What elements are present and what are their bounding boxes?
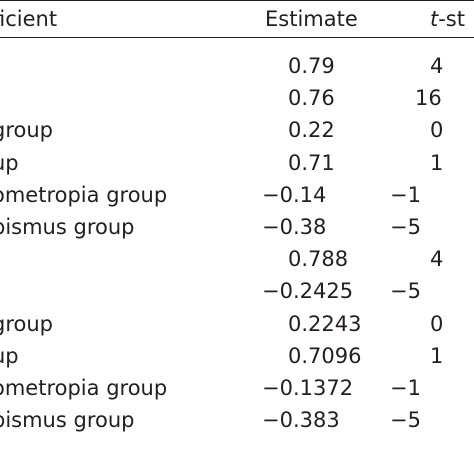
t-statistic-cell: −1 xyxy=(390,376,421,400)
header-rule xyxy=(0,37,474,38)
t-statistic-cell: −1 xyxy=(390,182,421,207)
t-statistic-cell: 4 xyxy=(430,247,444,272)
table-row: group 0.22 0 xyxy=(0,115,474,145)
estimate-cell: 0.788 xyxy=(288,247,349,272)
coefficient-cell: up xyxy=(0,343,19,368)
t-statistic-cell: 16 xyxy=(415,86,442,111)
table-row: up 0.7096 1 xyxy=(0,341,474,371)
header-estimate: Estimate xyxy=(265,7,358,31)
header-t-letter: t xyxy=(430,7,439,31)
estimate-cell: −0.14 xyxy=(262,182,327,207)
estimate-cell: 0.76 xyxy=(288,86,335,111)
t-statistic-cell: −5 xyxy=(390,279,421,304)
table-row: up 0.71 1 xyxy=(0,148,474,178)
coefficient-cell: up xyxy=(0,150,19,175)
header-coefficient: ficient xyxy=(0,7,58,31)
estimate-cell: 0.2243 xyxy=(288,311,362,336)
estimate-cell: 0.7096 xyxy=(288,343,362,368)
table-row: ometropia group −0.1372 −1 xyxy=(0,373,474,403)
header-t-suffix: -st xyxy=(438,7,465,31)
table-row: bismus group −0.383 −5 xyxy=(0,405,474,435)
estimate-cell: −0.2425 xyxy=(262,279,354,304)
table-row: ometropia group −0.14 −1 xyxy=(0,180,474,210)
table-header: ficient Estimate t-st xyxy=(0,4,474,34)
table-row: bismus group −0.38 −5 xyxy=(0,212,474,242)
table-row: −0.2425 −5 xyxy=(0,276,474,306)
t-statistic-cell: 0 xyxy=(430,311,444,336)
estimate-cell: 0.79 xyxy=(288,54,335,78)
t-statistic-cell: −5 xyxy=(390,215,421,239)
t-statistic-cell: 4 xyxy=(430,54,444,78)
estimate-cell: −0.38 xyxy=(262,215,327,239)
table-row: 0.79 4 xyxy=(0,51,474,81)
coefficient-cell: ometropia group xyxy=(0,376,168,400)
coefficient-cell: group xyxy=(0,118,53,143)
estimate-cell: −0.1372 xyxy=(262,376,354,400)
table-row: group 0.2243 0 xyxy=(0,309,474,339)
header-t-statistic: t-st xyxy=(430,4,465,34)
coefficient-cell: group xyxy=(0,311,53,336)
table-row: 0.76 16 xyxy=(0,83,474,113)
t-statistic-cell: 0 xyxy=(430,118,444,143)
estimate-cell: −0.383 xyxy=(262,408,340,433)
coefficient-cell: bismus group xyxy=(0,215,135,239)
estimate-cell: 0.71 xyxy=(288,150,335,175)
coefficient-cell: ometropia group xyxy=(0,182,168,207)
table-row: 0.788 4 xyxy=(0,244,474,274)
top-rule xyxy=(0,0,474,1)
t-statistic-cell: 1 xyxy=(430,150,444,175)
t-statistic-cell: 1 xyxy=(430,343,444,368)
coefficient-cell: bismus group xyxy=(0,408,135,433)
t-statistic-cell: −5 xyxy=(390,408,421,433)
estimate-cell: 0.22 xyxy=(288,118,335,143)
